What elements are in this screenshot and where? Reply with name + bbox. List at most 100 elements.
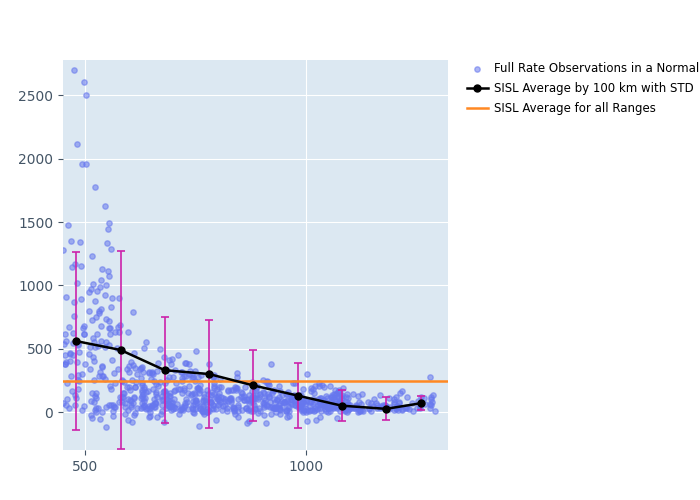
Full Rate Observations in a Normal Point bbox=[107, 412, 118, 420]
Full Rate Observations in a Normal Point bbox=[308, 408, 319, 416]
Full Rate Observations in a Normal Point bbox=[181, 358, 192, 366]
Full Rate Observations in a Normal Point bbox=[228, 404, 239, 412]
Full Rate Observations in a Normal Point bbox=[369, 396, 380, 404]
Full Rate Observations in a Normal Point bbox=[138, 402, 149, 410]
Full Rate Observations in a Normal Point bbox=[214, 383, 225, 391]
Full Rate Observations in a Normal Point bbox=[159, 387, 170, 395]
Full Rate Observations in a Normal Point bbox=[340, 401, 351, 409]
Full Rate Observations in a Normal Point bbox=[224, 396, 235, 404]
Full Rate Observations in a Normal Point bbox=[106, 356, 117, 364]
Full Rate Observations in a Normal Point bbox=[230, 384, 241, 392]
Full Rate Observations in a Normal Point bbox=[189, 405, 200, 413]
Full Rate Observations in a Normal Point bbox=[122, 365, 133, 373]
Full Rate Observations in a Normal Point bbox=[69, 298, 80, 306]
Full Rate Observations in a Normal Point bbox=[144, 370, 155, 378]
Full Rate Observations in a Normal Point bbox=[69, 392, 80, 400]
Full Rate Observations in a Normal Point bbox=[94, 284, 106, 292]
Full Rate Observations in a Normal Point bbox=[104, 382, 116, 390]
Full Rate Observations in a Normal Point bbox=[156, 407, 167, 415]
Full Rate Observations in a Normal Point bbox=[335, 407, 346, 415]
Full Rate Observations in a Normal Point bbox=[277, 390, 288, 398]
Full Rate Observations in a Normal Point bbox=[301, 417, 312, 425]
Full Rate Observations in a Normal Point bbox=[160, 388, 172, 396]
Full Rate Observations in a Normal Point bbox=[294, 404, 305, 412]
Full Rate Observations in a Normal Point bbox=[113, 398, 125, 406]
Full Rate Observations in a Normal Point bbox=[125, 402, 136, 409]
Full Rate Observations in a Normal Point bbox=[128, 350, 139, 358]
Full Rate Observations in a Normal Point bbox=[216, 392, 227, 400]
Full Rate Observations in a Normal Point bbox=[189, 390, 200, 398]
Full Rate Observations in a Normal Point bbox=[401, 392, 412, 400]
Full Rate Observations in a Normal Point bbox=[197, 408, 209, 416]
Full Rate Observations in a Normal Point bbox=[247, 392, 258, 400]
Full Rate Observations in a Normal Point bbox=[165, 402, 176, 409]
Full Rate Observations in a Normal Point bbox=[164, 392, 175, 400]
Full Rate Observations in a Normal Point bbox=[218, 402, 229, 409]
Full Rate Observations in a Normal Point bbox=[288, 392, 300, 400]
Full Rate Observations in a Normal Point bbox=[241, 404, 252, 412]
Full Rate Observations in a Normal Point bbox=[315, 402, 326, 409]
Full Rate Observations in a Normal Point bbox=[188, 396, 199, 404]
Full Rate Observations in a Normal Point bbox=[214, 400, 225, 408]
Full Rate Observations in a Normal Point bbox=[304, 398, 315, 406]
Full Rate Observations in a Normal Point bbox=[105, 324, 116, 332]
Full Rate Observations in a Normal Point bbox=[314, 400, 326, 408]
Full Rate Observations in a Normal Point bbox=[172, 384, 183, 392]
Full Rate Observations in a Normal Point bbox=[318, 402, 329, 409]
Full Rate Observations in a Normal Point bbox=[93, 309, 104, 317]
Full Rate Observations in a Normal Point bbox=[137, 394, 148, 402]
Full Rate Observations in a Normal Point bbox=[372, 401, 383, 409]
Full Rate Observations in a Normal Point bbox=[262, 390, 274, 398]
Full Rate Observations in a Normal Point bbox=[258, 400, 270, 408]
Full Rate Observations in a Normal Point bbox=[78, 330, 89, 338]
Full Rate Observations in a Normal Point bbox=[328, 400, 339, 408]
Full Rate Observations in a Normal Point bbox=[215, 382, 226, 390]
Full Rate Observations in a Normal Point bbox=[328, 394, 339, 402]
Full Rate Observations in a Normal Point bbox=[198, 390, 209, 398]
Full Rate Observations in a Normal Point bbox=[102, 238, 113, 246]
Full Rate Observations in a Normal Point bbox=[125, 396, 136, 404]
Full Rate Observations in a Normal Point bbox=[102, 267, 113, 275]
Full Rate Observations in a Normal Point bbox=[78, 78, 90, 86]
Full Rate Observations in a Normal Point bbox=[130, 364, 141, 372]
Full Rate Observations in a Normal Point bbox=[202, 408, 213, 416]
Full Rate Observations in a Normal Point bbox=[136, 404, 147, 412]
Full Rate Observations in a Normal Point bbox=[262, 380, 274, 388]
Full Rate Observations in a Normal Point bbox=[75, 262, 86, 270]
Full Rate Observations in a Normal Point bbox=[188, 389, 199, 397]
Full Rate Observations in a Normal Point bbox=[90, 342, 101, 350]
Full Rate Observations in a Normal Point bbox=[379, 402, 391, 409]
Full Rate Observations in a Normal Point bbox=[235, 388, 246, 396]
Full Rate Observations in a Normal Point bbox=[208, 372, 219, 380]
Full Rate Observations in a Normal Point bbox=[70, 260, 81, 268]
Full Rate Observations in a Normal Point bbox=[161, 402, 172, 409]
Full Rate Observations in a Normal Point bbox=[228, 386, 239, 394]
Full Rate Observations in a Normal Point bbox=[195, 386, 206, 394]
Full Rate Observations in a Normal Point bbox=[258, 388, 269, 396]
Full Rate Observations in a Normal Point bbox=[108, 369, 120, 377]
Full Rate Observations in a Normal Point bbox=[97, 372, 108, 380]
Full Rate Observations in a Normal Point bbox=[389, 395, 400, 403]
Full Rate Observations in a Normal Point bbox=[281, 396, 293, 404]
Full Rate Observations in a Normal Point bbox=[160, 390, 172, 398]
Full Rate Observations in a Normal Point bbox=[195, 380, 206, 388]
Full Rate Observations in a Normal Point bbox=[393, 406, 404, 414]
Full Rate Observations in a Normal Point bbox=[290, 396, 301, 404]
Full Rate Observations in a Normal Point bbox=[96, 362, 107, 370]
Full Rate Observations in a Normal Point bbox=[113, 322, 124, 330]
Full Rate Observations in a Normal Point bbox=[280, 390, 291, 398]
Full Rate Observations in a Normal Point bbox=[253, 393, 265, 401]
Full Rate Observations in a Normal Point bbox=[282, 402, 293, 410]
Full Rate Observations in a Normal Point bbox=[122, 383, 133, 391]
Full Rate Observations in a Normal Point bbox=[91, 312, 102, 320]
Full Rate Observations in a Normal Point bbox=[307, 396, 318, 404]
Full Rate Observations in a Normal Point bbox=[127, 376, 138, 384]
Full Rate Observations in a Normal Point bbox=[176, 404, 188, 412]
Full Rate Observations in a Normal Point bbox=[323, 400, 335, 408]
Full Rate Observations in a Normal Point bbox=[102, 224, 113, 232]
Full Rate Observations in a Normal Point bbox=[427, 391, 438, 399]
Full Rate Observations in a Normal Point bbox=[342, 406, 354, 414]
Full Rate Observations in a Normal Point bbox=[165, 402, 176, 410]
Full Rate Observations in a Normal Point bbox=[265, 360, 276, 368]
Full Rate Observations in a Normal Point bbox=[86, 252, 97, 260]
